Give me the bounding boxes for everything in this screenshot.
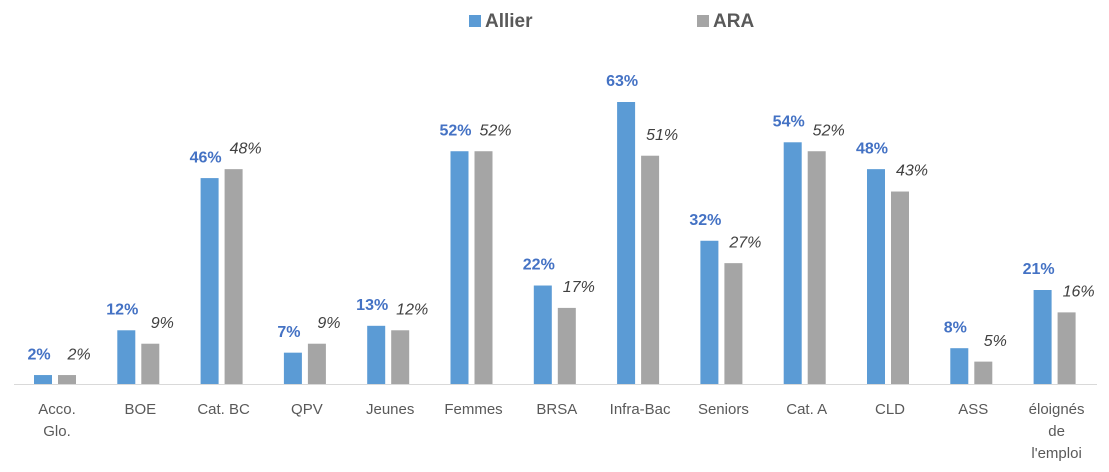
data-label: 7% <box>277 324 300 341</box>
data-label: 16% <box>1063 284 1095 301</box>
x-tick-label: BRSA <box>536 401 578 418</box>
bar <box>58 375 76 384</box>
bar <box>617 102 636 384</box>
bar <box>117 330 136 384</box>
x-tick-label: CLD <box>874 401 905 418</box>
x-tick-label: éloignés de l'emploi <box>1028 401 1085 462</box>
bar <box>700 240 719 384</box>
data-label: 32% <box>689 212 721 229</box>
data-label: 52% <box>439 122 471 139</box>
data-label: 17% <box>563 279 595 296</box>
bar <box>450 151 469 384</box>
bar <box>307 343 326 384</box>
x-tick-label: Cat. A <box>786 401 828 418</box>
data-label: 9% <box>151 315 174 332</box>
bar <box>34 375 52 384</box>
data-label: 12% <box>106 302 138 319</box>
data-label: 21% <box>1023 261 1055 278</box>
bar <box>474 151 493 384</box>
data-label: 13% <box>356 297 388 314</box>
data-label: 2% <box>66 346 90 363</box>
bar <box>807 151 826 384</box>
bar <box>200 178 219 384</box>
legend-swatch <box>469 15 481 27</box>
bar <box>1057 312 1076 384</box>
x-tick-label: Cat. BC <box>197 401 250 418</box>
data-label: 52% <box>479 122 511 139</box>
data-label: 48% <box>230 140 262 157</box>
data-label: 52% <box>813 122 845 139</box>
bar <box>950 348 969 384</box>
x-tick-label: Seniors <box>697 401 749 418</box>
x-tick-label: Jeunes <box>366 401 415 418</box>
data-label: 9% <box>317 315 340 332</box>
legend-label: ARA <box>713 11 754 32</box>
bar <box>867 169 885 384</box>
x-tick-label: Acco. Glo. <box>38 401 76 440</box>
bar <box>891 191 909 384</box>
data-label: 63% <box>606 73 638 90</box>
x-tick-label: Femmes <box>444 401 503 418</box>
bar <box>1033 290 1052 384</box>
x-tick-label: ASS <box>958 401 989 418</box>
bar <box>224 169 243 384</box>
data-label: 12% <box>396 302 428 319</box>
data-label: 46% <box>190 149 222 166</box>
bar <box>641 155 660 384</box>
bar <box>724 263 743 384</box>
data-label: 2% <box>27 346 50 363</box>
x-tick-label: Infra-Bac <box>609 401 671 418</box>
data-label: 43% <box>896 163 928 180</box>
bar <box>367 325 386 384</box>
legend-swatch <box>697 15 709 27</box>
bar <box>283 352 302 384</box>
data-label: 51% <box>646 127 678 144</box>
x-tick-label: QPV <box>291 401 323 418</box>
legend-label: Allier <box>485 11 533 32</box>
data-label: 8% <box>944 319 967 336</box>
data-label: 22% <box>523 257 555 274</box>
bar <box>783 142 802 384</box>
bar <box>141 343 160 384</box>
bar <box>533 285 552 384</box>
bar <box>974 361 993 384</box>
x-tick-label: BOE <box>124 401 157 418</box>
data-label: 5% <box>984 333 1007 350</box>
bar <box>391 330 410 384</box>
bar <box>557 307 576 384</box>
data-label: 48% <box>856 140 888 157</box>
data-label: 54% <box>773 114 805 131</box>
data-label: 27% <box>728 234 761 251</box>
